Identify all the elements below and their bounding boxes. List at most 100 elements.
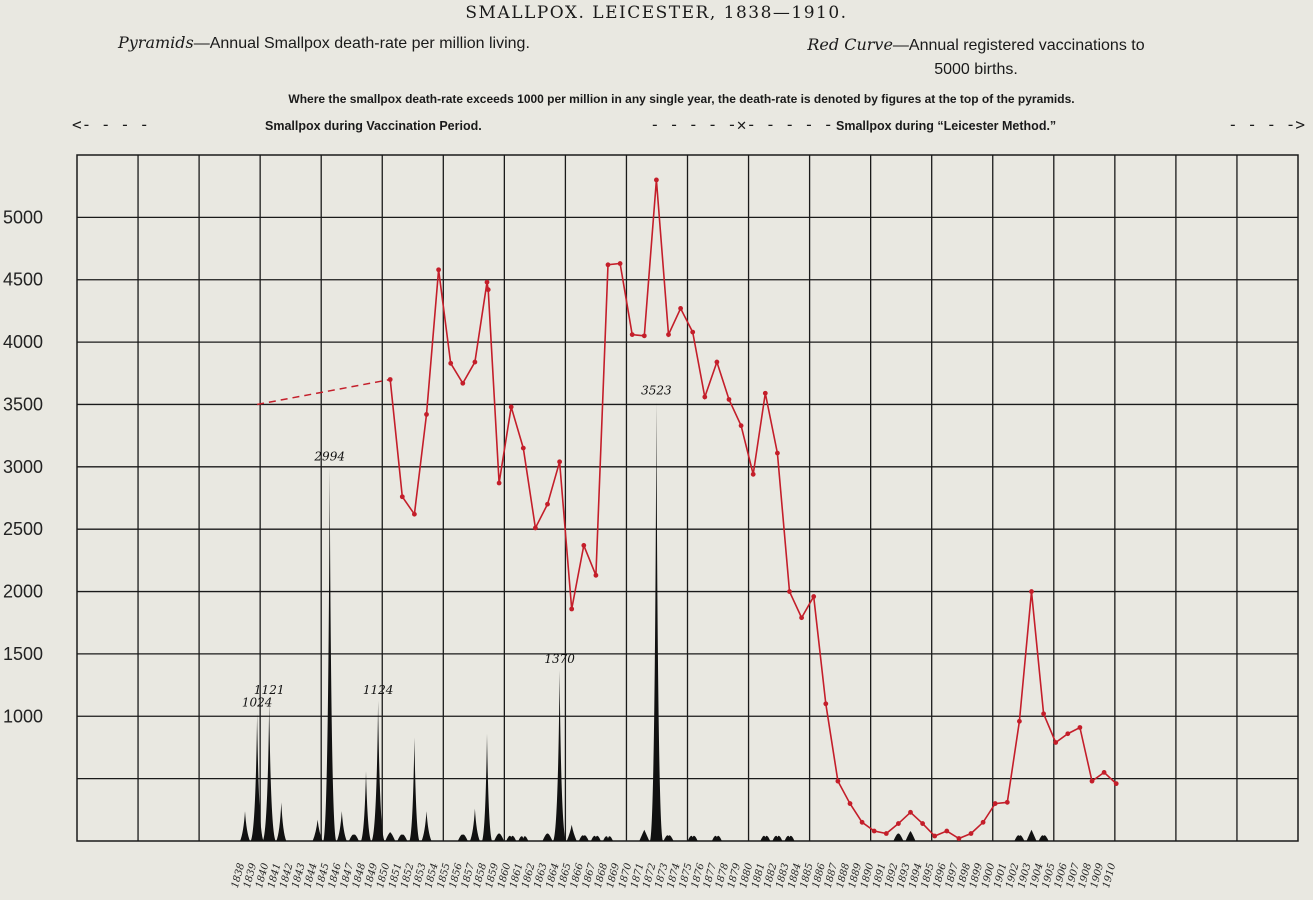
x-axis: 1838183918401841184218431844184518461847… (230, 861, 1119, 889)
y-tick-label: 3000 (3, 457, 43, 477)
vaccination-point (847, 801, 853, 806)
curve-legend: Red Curve—Annual registered vaccinations… (756, 33, 1196, 82)
death-rate-pyramid (663, 835, 674, 841)
vaccination-point (629, 332, 635, 338)
vaccination-point (775, 450, 780, 456)
death-rate-pyramid (276, 802, 287, 841)
pyramids-legend-text: —Annual Smallpox death-rate per million … (193, 35, 530, 52)
pyramids-legend-name: Pyramids (118, 33, 194, 52)
death-rate-pyramid (1014, 835, 1025, 841)
period-arrow-mid: - - - - -✕- - - - - (650, 115, 834, 134)
vaccination-point (569, 606, 575, 612)
death-rate-pyramid (457, 834, 468, 841)
vaccination-point (690, 329, 696, 335)
y-tick-label: 1000 (3, 706, 43, 726)
death-rate-pyramid (687, 835, 698, 841)
y-tick-label: 2500 (3, 519, 43, 539)
vaccination-point (387, 377, 393, 382)
y-tick-label: 5000 (3, 207, 43, 227)
curve-legend-name: Red Curve (807, 35, 893, 54)
vaccination-point (557, 459, 562, 465)
death-rate-pyramid (385, 832, 396, 841)
death-rate-pyramid (603, 836, 613, 841)
vaccination-point (593, 572, 599, 578)
pyramid-label: 3523 (641, 384, 672, 398)
vaccination-point (762, 390, 768, 396)
period-arrow-left: <- - - - (72, 115, 150, 134)
vaccination-point (472, 359, 478, 365)
vaccination-point (1065, 731, 1071, 737)
death-rate-pyramid (250, 713, 264, 841)
y-tick-label: 1500 (3, 644, 43, 664)
vaccination-point (448, 360, 454, 366)
chart-grid (76, 154, 1299, 842)
vaccination-point (666, 332, 671, 338)
vaccination-point (581, 542, 587, 548)
leicester-period-label: Smallpox during “Leicester Method.” (836, 119, 1057, 133)
vaccination-point (980, 819, 986, 825)
vaccination-curve-line (389, 179, 1117, 840)
y-tick-label: 4000 (3, 332, 43, 352)
vaccination-point (811, 594, 817, 599)
death-rate-pyramid (506, 835, 517, 841)
vaccination-point (436, 267, 441, 273)
vaccination-point (460, 380, 466, 386)
vaccination-point (485, 287, 491, 293)
pyramid-label: 1124 (363, 683, 394, 697)
vaccination-point (799, 615, 804, 621)
vaccination-point (424, 412, 429, 417)
vaccination-point (738, 423, 744, 429)
vaccination-point (678, 306, 683, 311)
vaccination-point (956, 836, 962, 841)
death-rate-pyramid (361, 771, 371, 841)
vaccination-period-label: Smallpox during Vaccination Period. (265, 119, 482, 133)
death-rate-pyramid (784, 835, 795, 841)
death-rate-pyramid (421, 811, 432, 841)
vaccination-point (545, 501, 550, 507)
pyramid-label: 2994 (313, 450, 345, 464)
pyramid-label: 1121 (254, 683, 285, 697)
vaccination-point (1113, 781, 1119, 787)
vaccination-point (896, 821, 901, 826)
vaccination-point (1017, 718, 1022, 724)
vaccination-point (641, 333, 647, 339)
death-rate-pyramid (312, 819, 323, 841)
vaccination-point (944, 828, 950, 834)
vaccination-point (992, 801, 998, 806)
death-rate-pyramid (262, 701, 276, 841)
death-rate-pyramid (711, 835, 722, 841)
death-rate-pyramid (893, 833, 904, 841)
death-rate-pyramid (905, 831, 916, 841)
vaccination-point (1041, 711, 1046, 717)
curve-legend-text: —Annual registered vaccinations to (892, 37, 1145, 54)
death-rate-pyramid (518, 836, 529, 841)
death-rate-pyramid (590, 835, 601, 841)
death-rate-pyramid (323, 467, 337, 841)
death-rate-pyramid (494, 833, 505, 841)
death-rate-pyramid (336, 811, 347, 841)
vaccination-curve-dashed (256, 378, 391, 406)
curve-legend-text-2: 5000 births. (934, 61, 1018, 78)
vaccination-point (714, 359, 720, 365)
y-tick-label: 2000 (3, 582, 43, 602)
vaccination-point (399, 494, 405, 500)
y-tick-label: 4500 (3, 270, 43, 290)
death-rate-pyramid (469, 808, 480, 841)
pyramid-label: 1024 (242, 695, 273, 709)
vaccination-point (1029, 589, 1034, 594)
chart-note: Where the smallpox death-rate exceeds 10… (288, 92, 1075, 106)
death-rate-pyramid (639, 829, 650, 841)
vaccination-point (823, 701, 829, 707)
period-arrow-right: - - - -> (1228, 115, 1306, 134)
death-rate-pyramid (760, 835, 771, 841)
pyramid-label: 1370 (544, 652, 575, 666)
pyramids-legend: Pyramids—Annual Smallpox death-rate per … (118, 33, 530, 53)
vaccination-point (1089, 778, 1095, 784)
vaccination-point (1053, 740, 1059, 745)
vaccination-point (920, 821, 925, 826)
vaccination-point (750, 471, 756, 477)
vaccination-point (702, 394, 708, 400)
vaccination-point (508, 404, 514, 410)
